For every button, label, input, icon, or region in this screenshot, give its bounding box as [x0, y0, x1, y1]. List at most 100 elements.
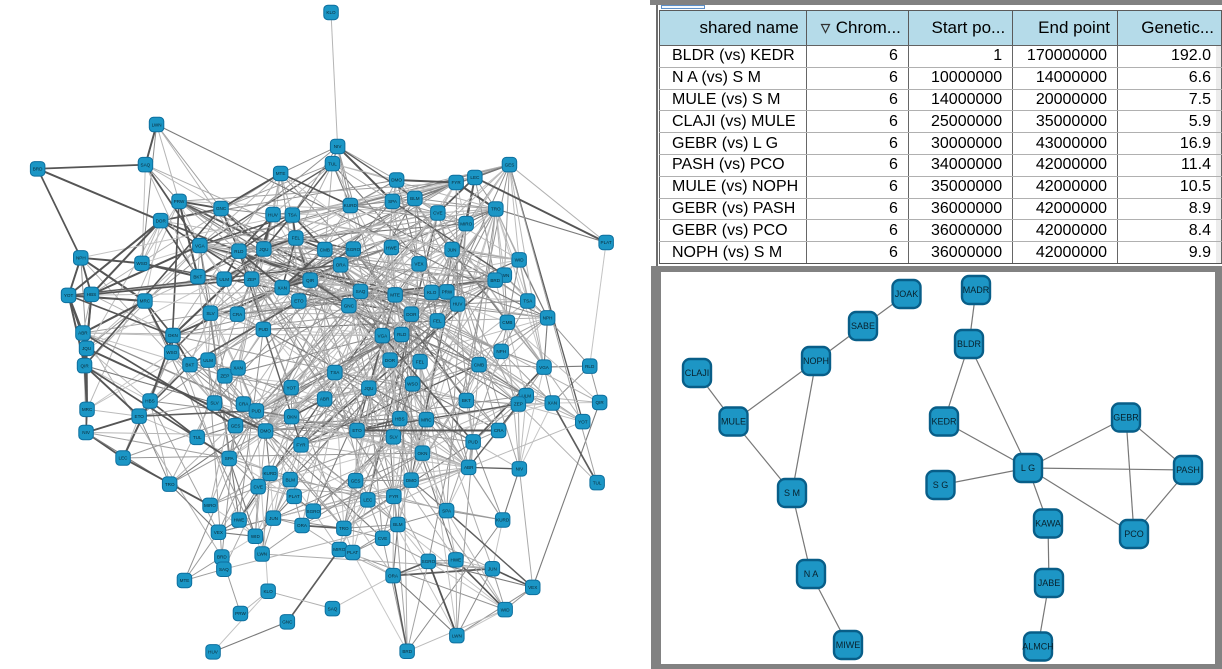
- svg-text:ETO: ETO: [294, 299, 304, 304]
- svg-text:LEC: LEC: [119, 456, 129, 461]
- svg-text:S G: S G: [933, 480, 949, 490]
- svg-text:PLAT: PLAT: [347, 550, 358, 555]
- svg-text:BLM: BLM: [410, 196, 420, 201]
- svg-text:KLO: KLO: [263, 589, 273, 594]
- svg-text:JUN: JUN: [488, 566, 497, 571]
- svg-text:BLM: BLM: [285, 477, 295, 482]
- svg-text:HBS: HBS: [395, 416, 404, 421]
- svg-text:PCO: PCO: [1124, 529, 1144, 539]
- svg-text:FEL: FEL: [416, 359, 425, 364]
- svg-text:CVE: CVE: [253, 484, 262, 489]
- svg-text:RLD: RLD: [585, 364, 595, 369]
- svg-text:KURD: KURD: [496, 518, 510, 523]
- svg-text:SGRO: SGRO: [347, 247, 361, 252]
- svg-text:BRD: BRD: [217, 555, 227, 560]
- svg-text:TSA: TSA: [288, 213, 298, 218]
- svg-text:KLO: KLO: [427, 290, 437, 295]
- svg-text:ETO: ETO: [135, 414, 145, 419]
- svg-text:DOR: DOR: [385, 358, 396, 363]
- svg-text:OKN: OKN: [287, 414, 297, 419]
- svg-text:WSO: WSO: [407, 382, 418, 387]
- svg-text:QIR: QIR: [306, 278, 315, 283]
- svg-text:KAWA: KAWA: [1035, 519, 1061, 529]
- svg-text:PUD: PUD: [258, 327, 268, 332]
- svg-text:QIR: QIR: [596, 400, 605, 405]
- svg-text:MTE: MTE: [390, 293, 400, 298]
- svg-text:CVE: CVE: [433, 211, 442, 216]
- svg-text:LWN: LWN: [452, 633, 462, 638]
- svg-text:CMB: CMB: [502, 320, 512, 325]
- svg-text:VEX: VEX: [214, 530, 223, 535]
- svg-text:KURD: KURD: [344, 203, 358, 208]
- svg-text:FYR: FYR: [296, 443, 306, 448]
- svg-text:BKT: BKT: [193, 274, 202, 279]
- svg-text:CRA: CRA: [494, 428, 505, 433]
- svg-text:TRO: TRO: [491, 207, 501, 212]
- svg-text:BLM: BLM: [393, 522, 403, 527]
- svg-text:KLO: KLO: [326, 10, 336, 15]
- svg-text:PRW: PRW: [174, 199, 185, 204]
- svg-text:TUL: TUL: [328, 161, 337, 166]
- svg-text:ULM: ULM: [521, 393, 531, 398]
- svg-text:FYR: FYR: [389, 494, 399, 499]
- svg-text:SPA: SPA: [442, 508, 452, 513]
- svg-text:HUV: HUV: [268, 212, 279, 217]
- svg-text:GES: GES: [505, 162, 515, 167]
- svg-text:HWE: HWE: [386, 245, 397, 250]
- svg-text:CMB: CMB: [320, 247, 330, 252]
- svg-text:CRA: CRA: [239, 402, 250, 407]
- svg-text:MTE: MTE: [180, 578, 190, 583]
- svg-text:ZEP: ZEP: [247, 277, 256, 282]
- svg-text:OKN: OKN: [168, 333, 178, 338]
- svg-text:LWN: LWN: [499, 273, 509, 278]
- svg-text:MIRO: MIRO: [333, 547, 345, 552]
- svg-text:RLD: RLD: [234, 249, 244, 254]
- svg-text:DMO: DMO: [391, 178, 402, 183]
- svg-text:BLDR: BLDR: [957, 339, 982, 349]
- svg-text:MULE: MULE: [721, 417, 746, 427]
- svg-text:MADR: MADR: [963, 285, 990, 295]
- svg-text:JOAK: JOAK: [895, 289, 919, 299]
- svg-text:KEDR: KEDR: [931, 417, 957, 427]
- svg-text:KURD: KURD: [263, 471, 277, 476]
- svg-text:TSA: TSA: [330, 370, 340, 375]
- svg-text:VGA: VGA: [539, 365, 550, 370]
- svg-text:ABR: ABR: [320, 397, 330, 402]
- svg-text:TSA: TSA: [523, 299, 533, 304]
- svg-text:DMO: DMO: [406, 478, 417, 483]
- svg-text:LEC: LEC: [470, 175, 480, 180]
- svg-text:WSO: WSO: [166, 350, 177, 355]
- svg-text:PLAT: PLAT: [601, 240, 612, 245]
- svg-text:FYR: FYR: [452, 180, 462, 185]
- svg-text:VGA: VGA: [195, 243, 206, 248]
- svg-text:LWN: LWN: [152, 122, 162, 127]
- svg-text:CVE: CVE: [378, 536, 387, 541]
- svg-text:HWE: HWE: [451, 558, 462, 563]
- svg-text:MTE: MTE: [276, 171, 286, 176]
- svg-text:GES: GES: [351, 478, 361, 483]
- svg-text:NOPH: NOPH: [803, 356, 829, 366]
- svg-text:WID: WID: [501, 607, 511, 612]
- svg-text:PUD: PUD: [251, 409, 261, 414]
- svg-text:WSO: WSO: [136, 261, 147, 266]
- svg-text:ULM: ULM: [203, 358, 213, 363]
- svg-text:ORA: ORA: [336, 263, 347, 268]
- svg-text:S M: S M: [784, 488, 800, 498]
- svg-text:PASH: PASH: [1176, 465, 1200, 475]
- svg-text:DOR: DOR: [156, 218, 167, 223]
- svg-text:NPH: NPH: [76, 256, 86, 261]
- svg-text:WID: WID: [251, 534, 261, 539]
- svg-text:GEBR: GEBR: [1113, 413, 1139, 423]
- svg-text:MRC: MRC: [421, 417, 432, 422]
- svg-text:SAQ: SAQ: [219, 567, 229, 572]
- svg-text:MIRO: MIRO: [460, 221, 472, 226]
- svg-text:HBS: HBS: [145, 399, 154, 404]
- svg-text:ABR: ABR: [464, 465, 474, 470]
- svg-text:SGRO: SGRO: [307, 509, 321, 514]
- svg-text:BKT: BKT: [462, 398, 471, 403]
- svg-text:TRO: TRO: [165, 482, 175, 487]
- svg-text:ALMCH: ALMCH: [1022, 642, 1054, 652]
- svg-text:OKN: OKN: [418, 451, 428, 456]
- svg-text:JQU: JQU: [364, 386, 373, 391]
- svg-text:ABR: ABR: [78, 331, 88, 336]
